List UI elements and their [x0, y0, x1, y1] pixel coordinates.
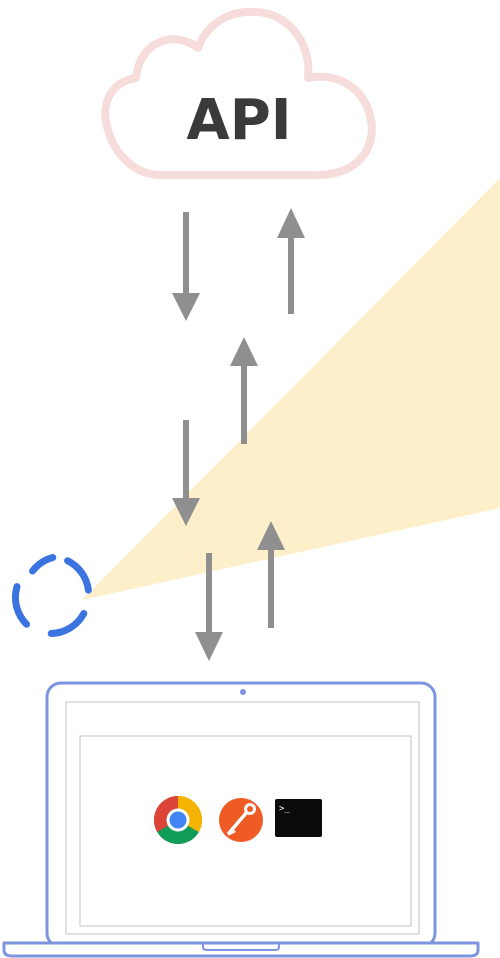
- terminal-icon[interactable]: >_: [275, 799, 322, 837]
- arrow-down-2: [172, 420, 200, 526]
- cloud-label: API: [186, 88, 291, 153]
- arrow-up-2: [230, 337, 258, 444]
- terminal-prompt: >_: [279, 804, 290, 814]
- proxy-ring-icon: [11, 554, 92, 637]
- cloud-outline: [101, 7, 376, 179]
- chrome-icon[interactable]: [153, 796, 203, 845]
- arrows: [172, 208, 305, 661]
- postman-icon[interactable]: [219, 798, 263, 842]
- arrow-up-1: [277, 208, 305, 314]
- arrow-down-3: [195, 553, 223, 661]
- arrow-down-1: [172, 212, 200, 321]
- arrow-up-3: [257, 521, 285, 628]
- laptop-camera: [240, 689, 246, 695]
- laptop-notch: [202, 943, 280, 951]
- api-cloud: API: [101, 7, 376, 179]
